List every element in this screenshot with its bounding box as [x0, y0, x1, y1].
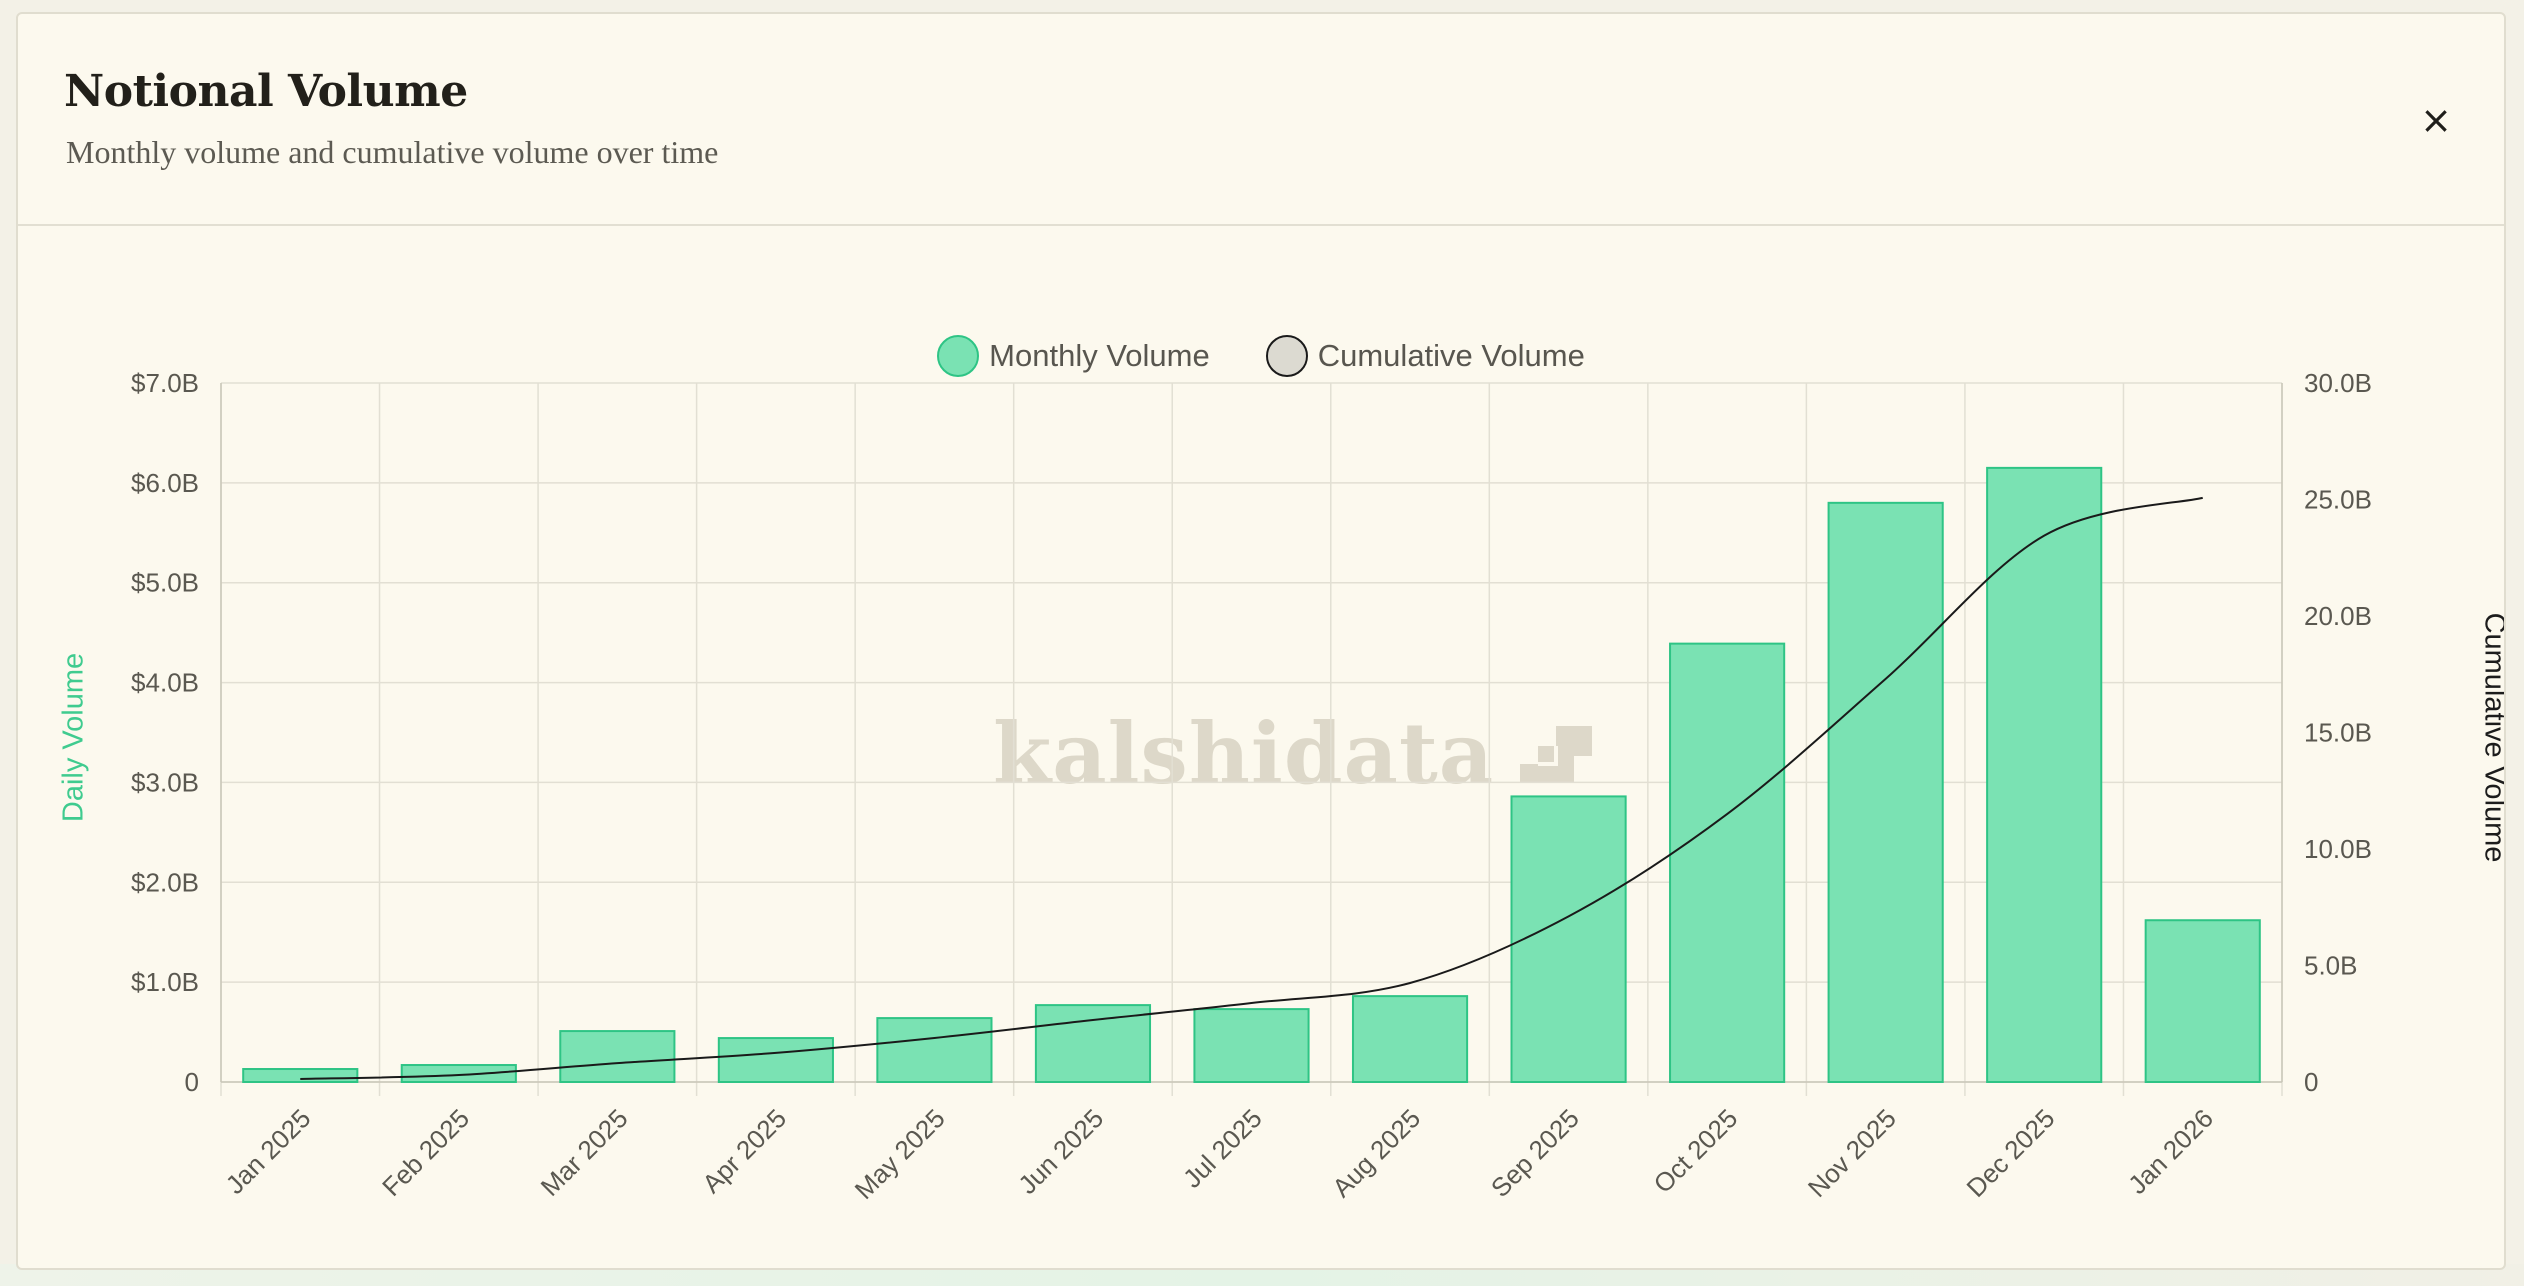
- line-cumulative-volume: [300, 496, 2203, 1080]
- x-tick-label: Dec 2025: [1961, 1103, 2061, 1203]
- bar-monthly-volume: [1351, 995, 1469, 1084]
- y-right-tick-label: 5.0B: [2304, 951, 2358, 981]
- x-tick-label: May 2025: [849, 1103, 951, 1205]
- x-tick-label: Jan 2025: [220, 1103, 317, 1200]
- y-right-tick-label: 15.0B: [2304, 718, 2372, 748]
- y-left-tick-label: $2.0B: [131, 867, 199, 897]
- bar-monthly-volume: [559, 1030, 676, 1084]
- x-tick-label: Sep 2025: [1485, 1103, 1585, 1203]
- volume-chart: 0 $1.0B $2.0B $3.0B $4.0B $5.0B $6.0B $7.0B 0 5.0…: [131, 368, 2372, 1205]
- monthly-volume-swatch-icon: [937, 335, 980, 377]
- bar-monthly-volume: [1827, 501, 1944, 1084]
- modal-subtitle: Monthly volume and cumulative volume ove…: [66, 134, 719, 170]
- x-tick-label: Mar 2025: [535, 1103, 634, 1202]
- bar-monthly-volume: [1510, 795, 1627, 1083]
- bar-monthly-volume: [876, 1017, 993, 1084]
- x-tick-label: Apr 2025: [696, 1103, 792, 1199]
- bar-monthly-volume: [1193, 1008, 1310, 1084]
- y-left-tick-label: $4.0B: [131, 668, 199, 698]
- y-right-tick-label: 25.0B: [2304, 485, 2372, 515]
- x-tick-label: Jul 2025: [1177, 1103, 1268, 1194]
- x-tick-label: Nov 2025: [1802, 1103, 1902, 1203]
- y-left-tick-label: 0: [185, 1067, 199, 1097]
- kalshidata-logo-icon: [1520, 725, 1593, 782]
- bar-monthly-volume: [400, 1064, 517, 1084]
- bar-monthly-volume: [1669, 642, 1786, 1083]
- bar-monthly-volume: [1034, 1004, 1152, 1083]
- y-right-tick-label: 30.0B: [2304, 368, 2372, 398]
- y-left-tick-label: $3.0B: [131, 767, 199, 797]
- y-left-tick-label: $1.0B: [131, 967, 199, 997]
- x-tick-label: Jun 2025: [1012, 1103, 1109, 1200]
- x-tick-label: Oct 2025: [1648, 1103, 1744, 1199]
- modal-header: Notional Volume Monthly volume and cumul…: [18, 14, 2504, 226]
- y-axis-right-title: Cumulative Volume: [2478, 612, 2506, 863]
- y-left-tick-label: $6.0B: [131, 468, 199, 498]
- legend-label-cumulative-volume: Cumulative Volume: [1317, 338, 1585, 373]
- bar-monthly-volume: [717, 1037, 834, 1084]
- notional-volume-modal: Notional Volume Monthly volume and cumul…: [16, 12, 2506, 1270]
- y-right-tick-label: 0: [2304, 1067, 2318, 1097]
- x-tick-label: Aug 2025: [1326, 1103, 1426, 1203]
- bar-monthly-volume: [242, 1068, 359, 1083]
- close-icon[interactable]: ×: [2414, 98, 2458, 142]
- y-right-tick-label: 10.0B: [2304, 834, 2372, 864]
- legend-item-monthly-volume[interactable]: Monthly Volume: [937, 335, 1210, 377]
- legend-item-cumulative-volume[interactable]: Cumulative Volume: [1265, 335, 1585, 377]
- watermark: kalshidata: [993, 704, 1596, 803]
- modal-title: Notional Volume: [64, 66, 468, 117]
- x-tick-label: Feb 2025: [376, 1103, 475, 1202]
- chart-legend: Monthly Volume Cumulative Volume: [18, 334, 2504, 378]
- y-right-tick-label: 20.0B: [2304, 601, 2372, 631]
- cumulative-volume-swatch-icon: [1265, 335, 1308, 377]
- bar-monthly-volume: [1986, 466, 2103, 1083]
- bar-monthly-volume: [2144, 919, 2261, 1084]
- y-axis-left-title: Daily Volume: [57, 652, 90, 823]
- y-left-tick-label: $7.0B: [131, 368, 199, 398]
- watermark-text: kalshidata: [993, 704, 1495, 803]
- y-left-tick-label: $5.0B: [131, 568, 199, 598]
- chart-area: kalshidata 0 $1.0B $2.0B $3.0B $4.0B $5.0B $6.…: [18, 226, 2504, 1268]
- legend-label-monthly-volume: Monthly Volume: [989, 338, 1210, 373]
- x-tick-label: Jan 2026: [2122, 1103, 2219, 1200]
